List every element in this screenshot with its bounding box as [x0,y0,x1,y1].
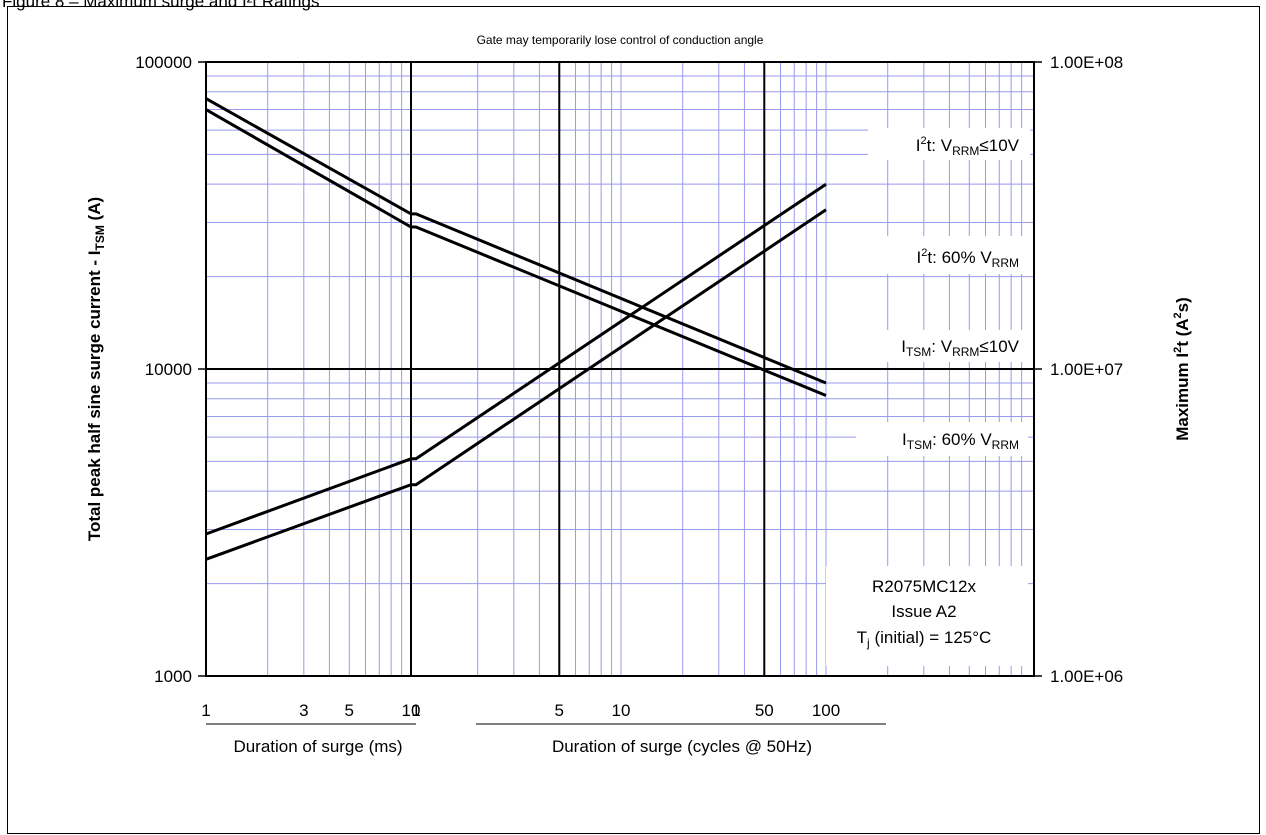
x-tick-label: 10 [402,701,421,720]
device-info-box: R2075MC12x Issue A2 Tj (initial) = 125°C [826,566,1028,666]
x-axis-label-ms: Duration of surge (ms) [233,737,402,756]
svg-text:ITSM: 60% VRRM: ITSM: 60% VRRM [902,430,1019,452]
x-tick-label: 10 [612,701,631,720]
device-issue: Issue A2 [891,602,956,621]
x-tick-label: 5 [555,701,564,720]
right-axis-ticks: 1.00E+06 1.00E+07 1.00E+08 [1034,53,1123,686]
figure-caption: Figure 8 – Maximum surge and I²t Ratings [2,0,320,11]
x-axis-ticks: 1 3 5 101 5 10 50 100 [201,701,840,720]
svg-text:I2t: VRRM≤10V: I2t: VRRM≤10V [916,135,1020,158]
series-line-itsm_10v [205,97,827,385]
device-junction-temp: Tj (initial) = 125°C [857,628,992,650]
left-axis-ticks: 1000 10000 100000 [135,53,206,686]
left-tick-label: 100000 [135,53,192,72]
x-tick-label: 100 [812,701,840,720]
chart-title: Gate may temporarily lose control of con… [477,33,764,47]
left-tick-label: 10000 [145,360,192,379]
chart-frame [7,6,1260,834]
series-line-itsm_60 [205,108,827,397]
series-line-i2t_10v [205,182,827,536]
right-tick-label: 1.00E+08 [1050,53,1123,72]
left-tick-label: 1000 [154,667,192,686]
x-tick-label: 50 [755,701,774,720]
annotation-itsm-10v: ITSM: VRRM≤10V [860,330,1028,362]
right-tick-label: 1.00E+07 [1050,360,1123,379]
series-layer [205,97,827,561]
x-axis-label-cycles: Duration of surge (cycles @ 50Hz) [552,737,812,756]
annotation-itsm-60: ITSM: 60% VRRM [856,422,1028,456]
svg-text:I2t: 60% VRRM: I2t: 60% VRRM [917,247,1019,270]
annotation-i2t-60: I2t: 60% VRRM [878,236,1028,274]
device-part-number: R2075MC12x [872,577,976,596]
x-tick-label: 5 [345,701,354,720]
x-tick-label: 1 [201,701,210,720]
series-line-i2t_60 [205,208,827,561]
x-tick-label: 3 [299,701,308,720]
svg-text:ITSM: VRRM≤10V: ITSM: VRRM≤10V [901,337,1019,359]
y-right-axis-label: Maximum I2t (A2s) [1172,297,1192,441]
y-left-axis-label: Total peak half sine surge current - ITS… [85,197,107,541]
x-tick-label: 1 [411,701,420,720]
right-tick-label: 1.00E+06 [1050,667,1123,686]
annotation-i2t-10v: I2t: VRRM≤10V [868,128,1030,160]
